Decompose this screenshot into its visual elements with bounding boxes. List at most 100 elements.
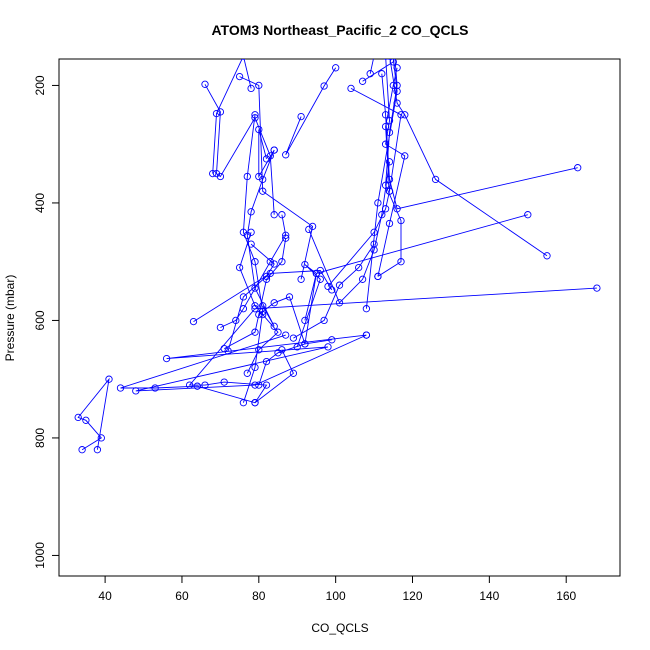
- series-line: [77, 377, 110, 451]
- data-point: [324, 343, 332, 351]
- data-point: [255, 172, 263, 181]
- data-point: [201, 80, 209, 88]
- data-point: [262, 155, 271, 163]
- data-point: [385, 158, 394, 166]
- data-point: [270, 211, 278, 219]
- data-point: [386, 41, 392, 47]
- data-point: [320, 316, 328, 325]
- data-point: [239, 305, 248, 313]
- series-6: [387, 59, 551, 260]
- series-10: [374, 59, 409, 281]
- data-point: [212, 109, 221, 118]
- data-point: [282, 151, 290, 159]
- data-point: [251, 258, 259, 266]
- data-point: [301, 340, 309, 348]
- data-point: [278, 258, 286, 266]
- data-point: [239, 399, 248, 407]
- data-point: [362, 331, 371, 339]
- data-point: [297, 112, 305, 121]
- data-point: [385, 219, 394, 228]
- series-1: [74, 375, 113, 454]
- data-point: [255, 346, 263, 354]
- data-point: [387, 59, 392, 60]
- series-line: [258, 296, 332, 345]
- data-point: [370, 240, 378, 248]
- data-point: [293, 343, 301, 351]
- data-point: [201, 381, 209, 389]
- series-line: [293, 243, 375, 339]
- data-point: [289, 369, 298, 377]
- series-line: [381, 73, 578, 210]
- series-24: [255, 125, 278, 181]
- y-tick-label: 1000: [33, 542, 47, 569]
- data-point: [347, 84, 355, 93]
- data-point: [255, 125, 263, 134]
- data-point: [259, 187, 267, 195]
- plot-frame: [58, 58, 621, 577]
- data-point: [262, 357, 271, 366]
- series-20: [220, 234, 290, 353]
- data-point: [251, 328, 259, 336]
- series-line: [285, 67, 337, 156]
- data-point: [358, 77, 367, 85]
- data-point: [243, 172, 251, 181]
- x-axis-label: CO_QCLS: [311, 621, 368, 635]
- data-point: [401, 152, 409, 160]
- data-point: [78, 446, 86, 454]
- series-27: [293, 260, 324, 351]
- data-point: [383, 59, 388, 60]
- series-28: [255, 293, 336, 348]
- data-point: [235, 263, 244, 272]
- x-tick-label: 160: [556, 589, 576, 603]
- data-point: [251, 114, 259, 122]
- data-point: [216, 323, 225, 332]
- data-point: [105, 375, 113, 383]
- data-point: [308, 222, 317, 231]
- series-17: [289, 240, 378, 342]
- data-point: [220, 378, 228, 386]
- series-line: [258, 129, 275, 179]
- data-point: [274, 349, 282, 357]
- data-point: [189, 317, 198, 326]
- series-layer: [74, 41, 601, 454]
- data-point: [247, 208, 255, 216]
- data-point: [389, 59, 397, 66]
- data-point: [385, 175, 394, 184]
- data-point: [355, 263, 363, 272]
- series-line: [258, 214, 528, 386]
- data-point: [381, 205, 390, 213]
- series-line: [193, 270, 333, 322]
- data-point: [301, 260, 309, 269]
- data-point: [312, 269, 321, 278]
- y-tick-label: 800: [33, 428, 47, 448]
- data-point: [370, 228, 378, 236]
- data-point: [282, 234, 290, 242]
- data-point: [93, 446, 102, 454]
- series-line: [135, 334, 367, 392]
- series-8: [255, 211, 532, 389]
- data-point: [255, 381, 263, 389]
- series-line: [242, 114, 264, 403]
- series-3: [116, 331, 298, 407]
- data-point: [278, 211, 286, 219]
- x-tick-label: 140: [479, 589, 499, 603]
- data-point: [216, 172, 225, 181]
- y-tick-label: 600: [33, 310, 47, 330]
- series-30: [358, 41, 397, 85]
- series-line: [239, 76, 314, 280]
- series-2: [132, 331, 371, 395]
- data-point: [335, 299, 344, 307]
- x-axis: 40 60 80 100 120 140 160: [98, 576, 577, 603]
- series-line: [362, 59, 395, 82]
- series-9: [347, 64, 405, 195]
- data-point: [374, 272, 382, 281]
- series-15: [224, 240, 278, 355]
- data-point: [401, 111, 409, 119]
- data-point: [332, 64, 340, 72]
- data-point: [593, 284, 601, 292]
- data-point: [328, 336, 336, 344]
- data-point: [524, 211, 532, 219]
- data-point: [162, 354, 171, 363]
- series-26: [235, 72, 317, 283]
- data-point: [389, 81, 397, 90]
